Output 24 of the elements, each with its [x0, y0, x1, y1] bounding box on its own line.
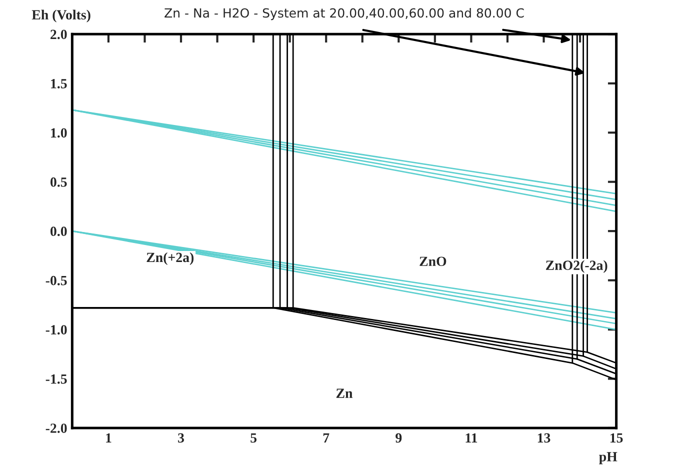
y-tick-label: -1.5	[46, 374, 67, 384]
x-tick-label: 7	[323, 433, 330, 442]
y-tick-label: -0.5	[46, 276, 67, 286]
y-tick-label: 2.0	[50, 30, 67, 40]
annotation: ZnO2(-2a)	[546, 260, 608, 273]
y-tick-label: -1.0	[46, 325, 67, 335]
x-tick-label: 3	[178, 433, 184, 443]
annotation: ZnO	[420, 256, 446, 266]
y-tick-label: 1.0	[51, 128, 67, 138]
annotation: Zn(+2a)	[146, 252, 194, 265]
y-axis-title: Eh (Volts)	[32, 10, 90, 22]
y-tick-label: 1.5	[51, 79, 67, 88]
y-tick-label: 0.0	[50, 226, 67, 236]
x-tick-label: 13	[538, 433, 550, 443]
annotation: Zn	[336, 388, 353, 398]
y-tick-label: 0.5	[50, 177, 67, 187]
x-axis-title: pH	[599, 452, 618, 464]
y-tick-label: -2.0	[46, 424, 67, 433]
x-tick-label: 11	[466, 433, 478, 442]
x-tick-label: 1	[106, 433, 112, 442]
x-tick-label: 9	[396, 433, 402, 443]
chart-title: Zn - Na - H2O - System at 20.00,40.00,60.00 and 80.00 C	[164, 8, 524, 20]
x-tick-label: 5	[250, 433, 257, 443]
x-tick-label: 15	[610, 433, 623, 443]
